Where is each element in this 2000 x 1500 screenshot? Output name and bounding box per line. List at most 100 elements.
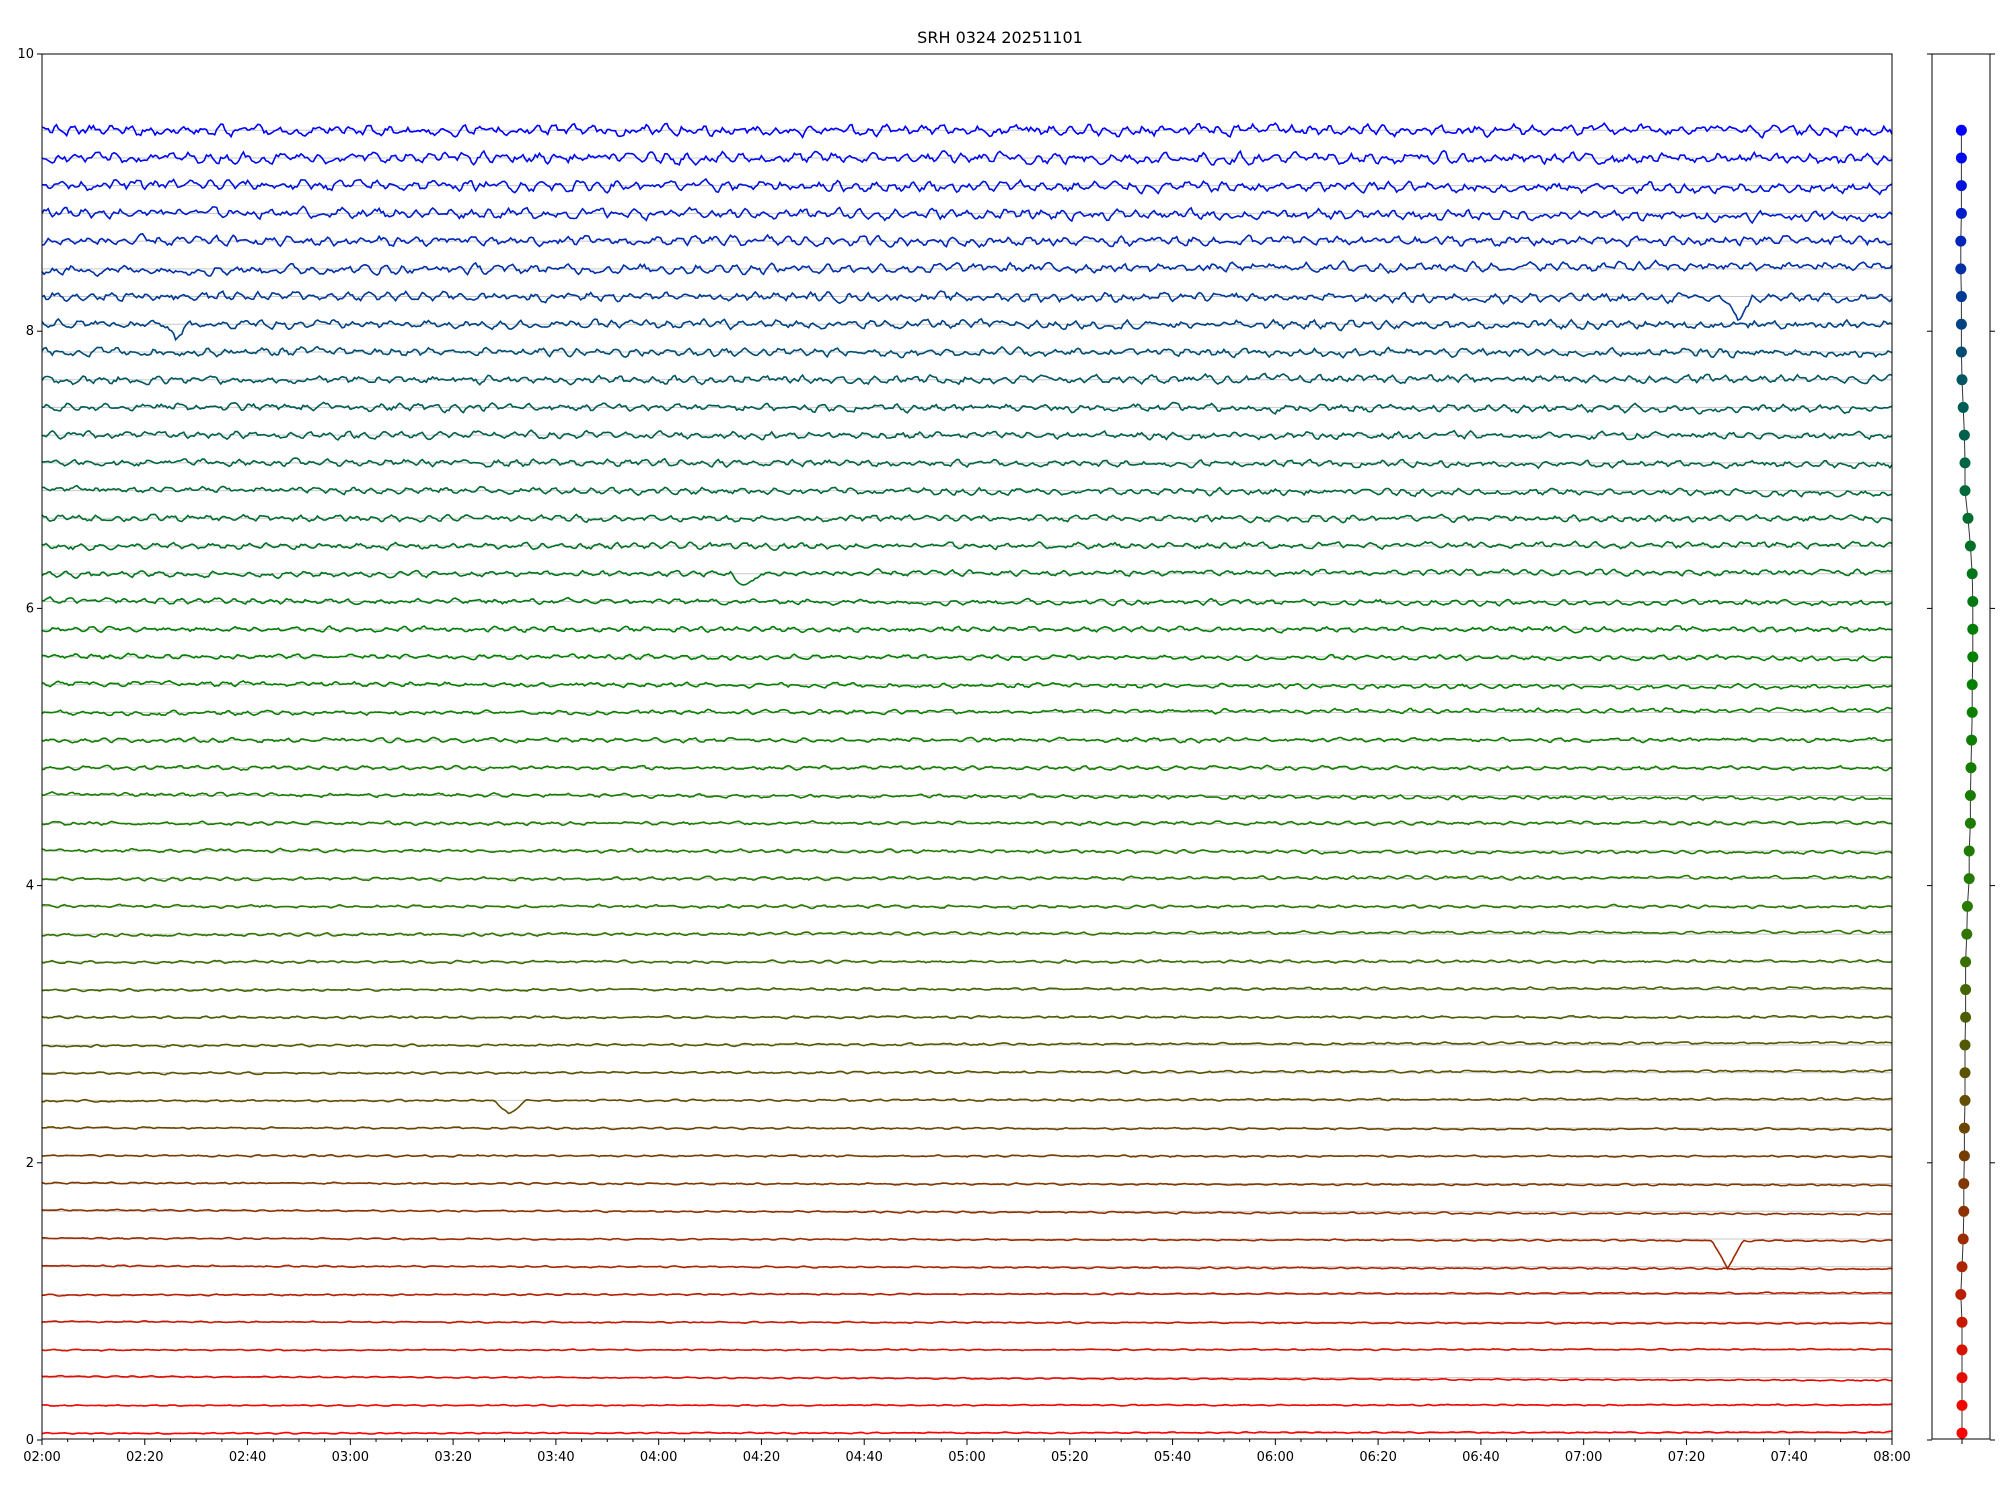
side-point [1967, 595, 1979, 607]
side-point [1966, 679, 1978, 691]
side-point [1961, 928, 1973, 940]
y-tick-label: 0 [26, 1433, 34, 1448]
side-point [1960, 956, 1972, 968]
x-tick-label: 04:40 [845, 1450, 882, 1465]
side-point [1955, 152, 1967, 164]
x-tick-label: 05:40 [1154, 1450, 1191, 1465]
trace-line [41, 874, 1893, 882]
side-point [1966, 706, 1978, 718]
x-tick-label: 07:20 [1668, 1450, 1705, 1465]
trace-line [41, 1319, 1893, 1325]
side-point [1959, 457, 1971, 469]
trace-line [41, 259, 1893, 278]
side-point [1955, 318, 1967, 330]
trace-line [41, 1097, 1893, 1115]
trace-line [41, 791, 1893, 802]
trace-line [42, 429, 1893, 441]
side-point [1959, 1067, 1971, 1079]
side-point [1966, 734, 1978, 746]
trace-line [41, 290, 1893, 322]
x-tick-label: 03:00 [332, 1450, 369, 1465]
chart-title: SRH 0324 20251101 [917, 28, 1083, 47]
side-profile-points [1955, 124, 1979, 1439]
trace-line [41, 1014, 1893, 1020]
side-point [1955, 207, 1967, 219]
trace-line [41, 372, 1893, 386]
trace-line [41, 1208, 1893, 1217]
trace-line [41, 1403, 1892, 1408]
side-point [1957, 401, 1969, 413]
trace-line [42, 596, 1893, 607]
side-panel [1927, 53, 1995, 1444]
trace-line [41, 1153, 1893, 1159]
trace-line [41, 903, 1893, 910]
side-plot-frame [1931, 53, 1991, 1440]
y-tick-label: 10 [17, 47, 34, 62]
y-tick-label: 6 [26, 601, 34, 616]
side-point [1955, 1288, 1967, 1300]
trace-line [41, 958, 1893, 965]
side-point [1964, 540, 1976, 552]
side-point [1955, 235, 1967, 247]
trace-line [41, 205, 1893, 225]
side-point [1958, 1205, 1970, 1217]
x-tick-label: 07:00 [1565, 1450, 1602, 1465]
trace-line [41, 513, 1893, 524]
x-tick-label: 05:00 [948, 1450, 985, 1465]
x-tick-label: 07:40 [1770, 1450, 1807, 1465]
trace-line [42, 1264, 1893, 1271]
x-tick-label: 04:00 [640, 1450, 677, 1465]
side-point [1963, 845, 1975, 857]
x-tick-label: 08:00 [1873, 1450, 1910, 1465]
trace-line [41, 568, 1893, 586]
trace-line [42, 929, 1893, 938]
side-point [1965, 762, 1977, 774]
side-point [1958, 1122, 1970, 1134]
side-point [1955, 124, 1967, 136]
y-tick-label: 8 [26, 324, 34, 339]
side-point [1956, 1372, 1968, 1384]
trace-line [42, 540, 1893, 552]
x-tick-label: 03:20 [434, 1450, 471, 1465]
x-tick-label: 06:00 [1257, 1450, 1294, 1465]
trace-line [41, 149, 1893, 167]
side-point [1956, 374, 1968, 386]
side-point [1962, 512, 1974, 524]
side-point [1959, 1039, 1971, 1051]
side-point [1955, 346, 1967, 358]
side-point [1957, 1233, 1969, 1245]
trace-line [41, 317, 1893, 342]
side-point [1966, 568, 1978, 580]
trace-line [41, 233, 1893, 249]
side-point [1956, 1344, 1968, 1356]
y-tick-label: 2 [26, 1156, 34, 1171]
side-point [1960, 984, 1972, 996]
trace-line [42, 1291, 1893, 1297]
side-point [1956, 1261, 1968, 1273]
side-point [1955, 291, 1967, 303]
trace-line [41, 706, 1893, 717]
side-point [1961, 900, 1973, 912]
trace-line [41, 679, 1893, 691]
side-point [1967, 651, 1979, 663]
trace-line [41, 986, 1893, 993]
trace-line [42, 1374, 1892, 1382]
y-axis-ticks: 0 2 4 6 8 10 [17, 47, 42, 1448]
trace-line [41, 820, 1893, 827]
trace-line [41, 1181, 1893, 1187]
side-point [1959, 485, 1971, 497]
y-tick-label: 4 [26, 879, 34, 894]
trace-line [41, 1040, 1893, 1048]
trace-line [41, 847, 1893, 855]
trace-line [42, 484, 1893, 498]
side-point [1958, 1178, 1970, 1190]
trace-line [41, 624, 1893, 634]
trace-line [41, 345, 1893, 359]
side-point [1963, 873, 1975, 885]
trace-series-group [41, 122, 1893, 1435]
trace-line [41, 736, 1893, 744]
x-axis-ticks: 02:00 02:20 02:40 03:00 03:20 03:40 04:00 04:20… [23, 1439, 1911, 1465]
x-tick-label: 03:40 [537, 1450, 574, 1465]
